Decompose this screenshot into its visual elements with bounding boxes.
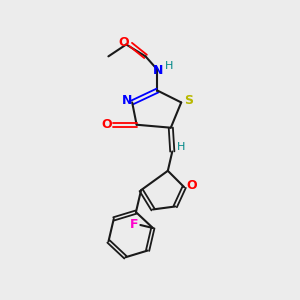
Text: N: N bbox=[122, 94, 132, 107]
Text: H: H bbox=[164, 61, 173, 71]
Text: H: H bbox=[177, 142, 185, 152]
Text: N: N bbox=[153, 64, 164, 77]
Text: F: F bbox=[130, 218, 138, 231]
Text: O: O bbox=[186, 179, 197, 192]
Text: O: O bbox=[101, 118, 112, 131]
Text: O: O bbox=[119, 37, 130, 50]
Text: S: S bbox=[184, 94, 193, 107]
